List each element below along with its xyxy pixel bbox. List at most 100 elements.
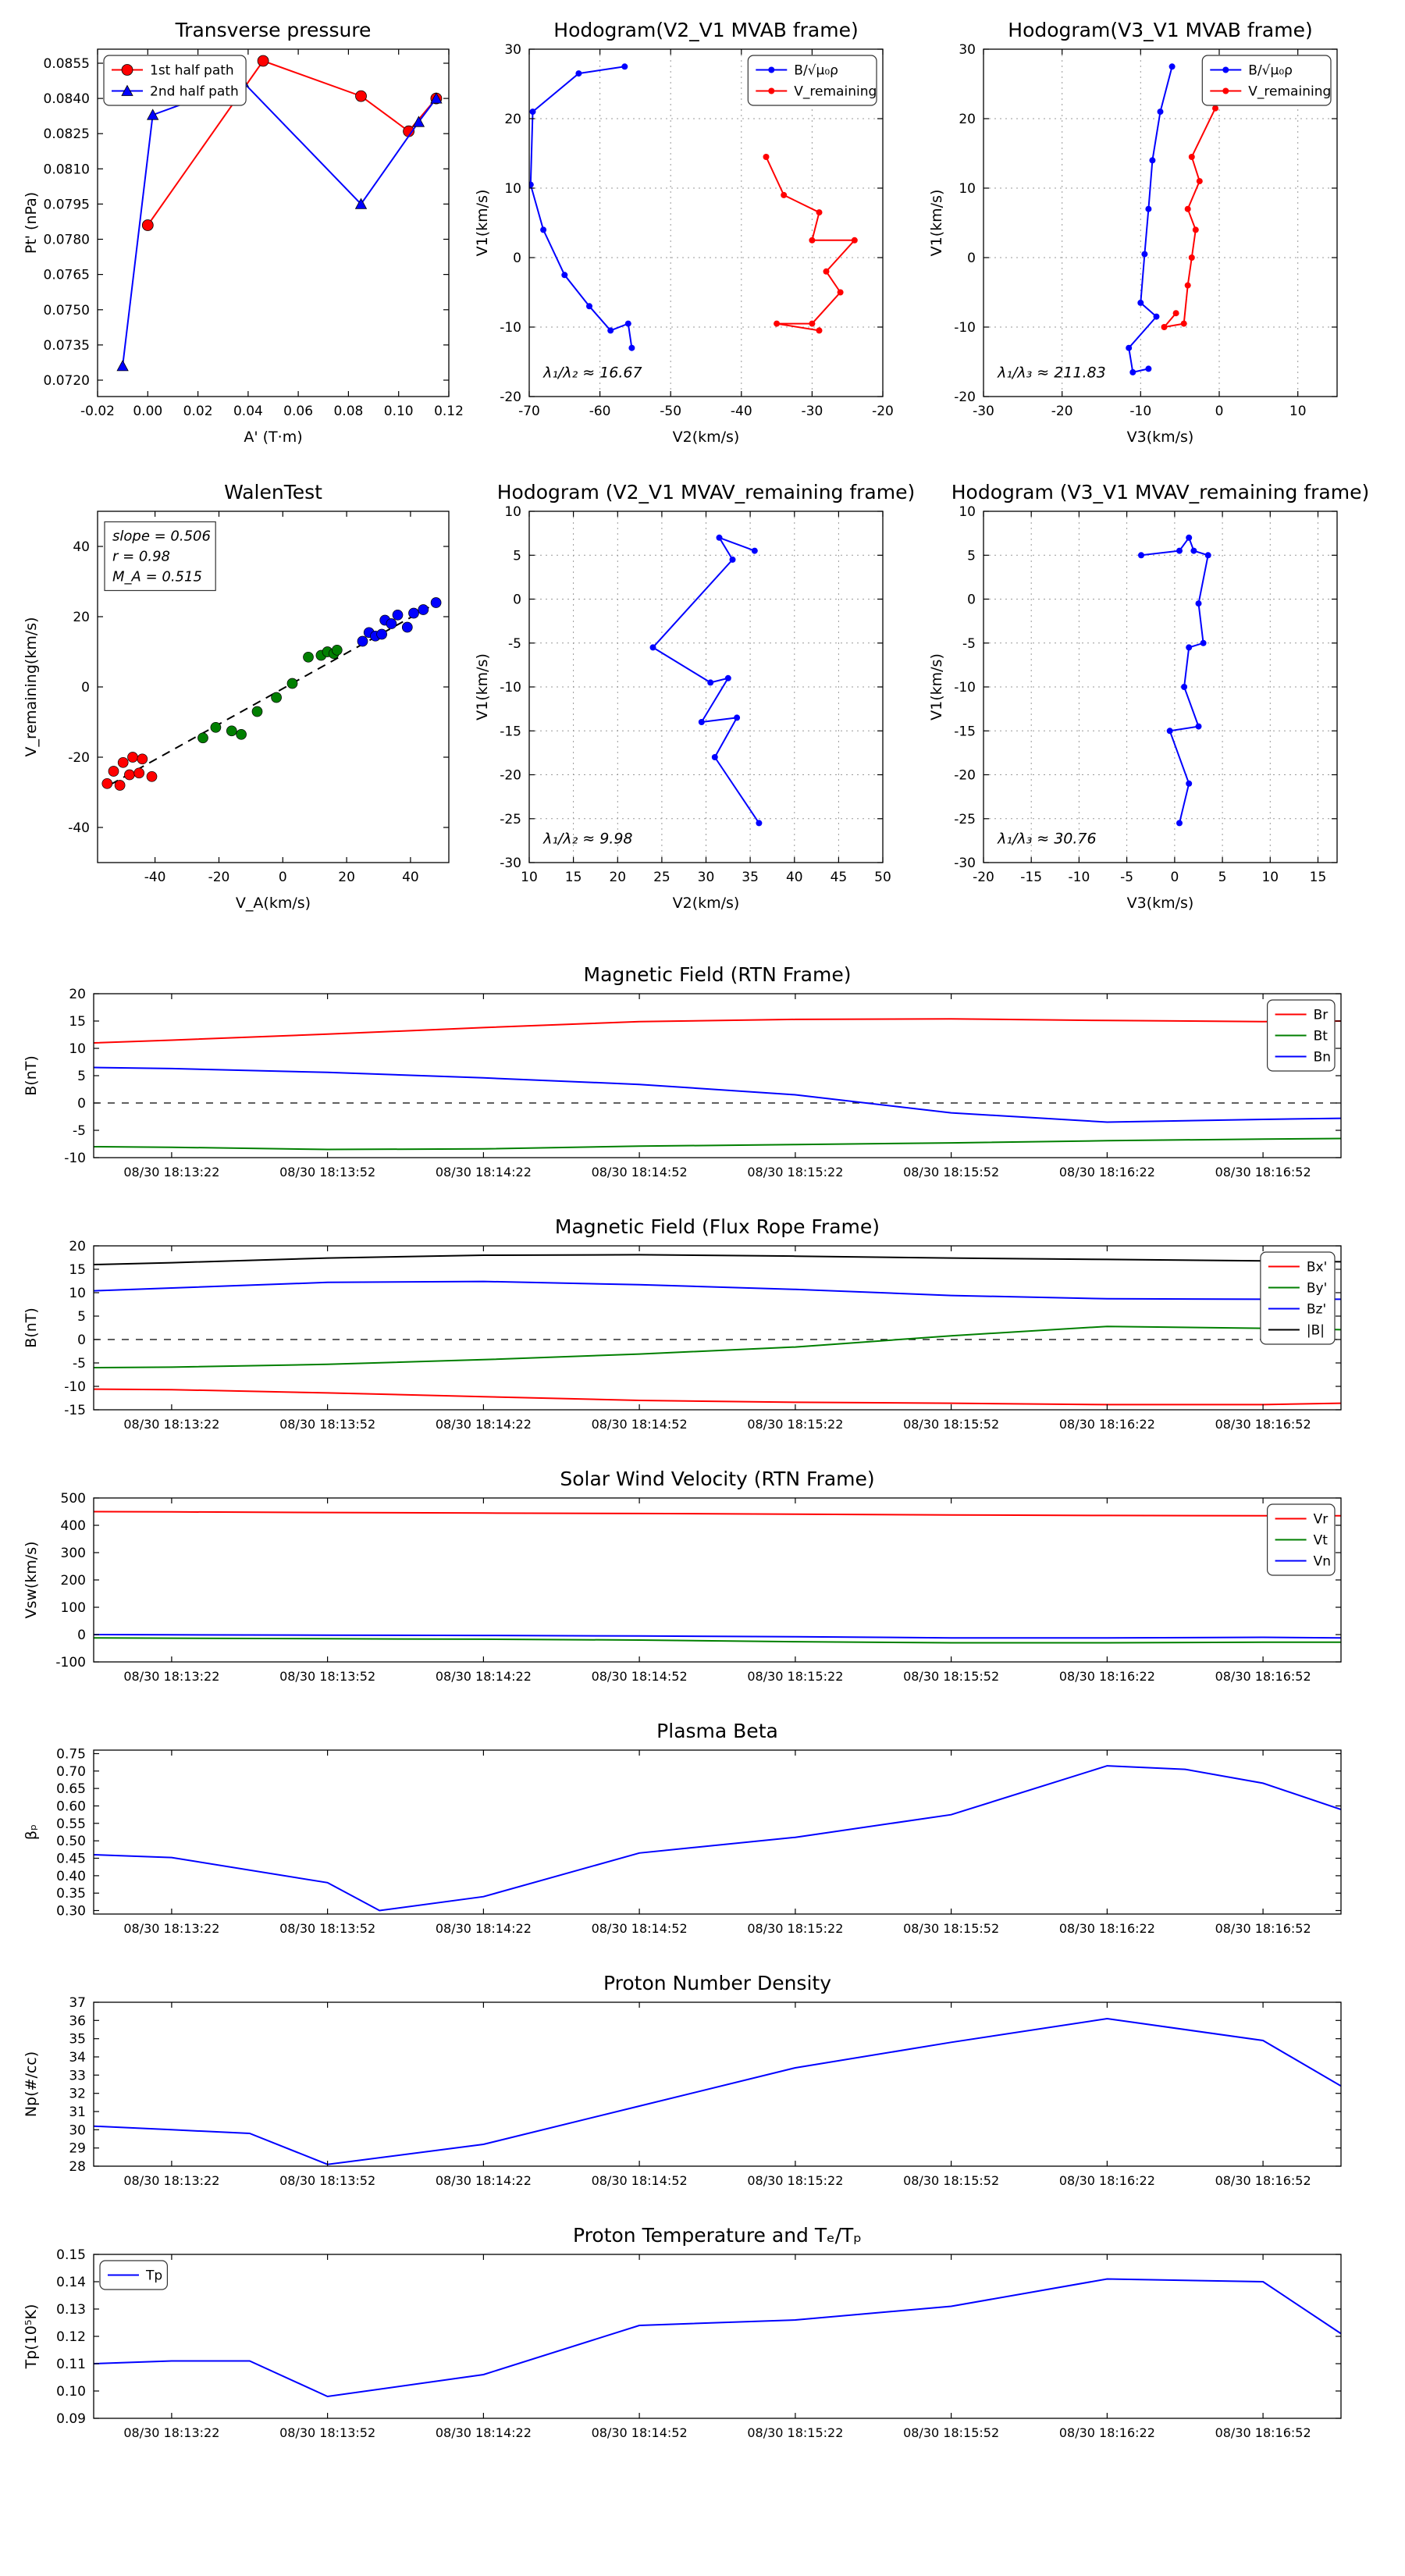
- svg-text:36: 36: [69, 2013, 86, 2029]
- svg-text:08/30 18:16:22: 08/30 18:16:22: [1059, 2173, 1155, 2188]
- svg-text:2nd half path: 2nd half path: [150, 84, 239, 100]
- svg-text:-10: -10: [500, 320, 521, 336]
- svg-text:10: 10: [959, 504, 976, 520]
- y-axis-label: Np(#/cc): [23, 2051, 40, 2117]
- svg-text:V1(km/s): V1(km/s): [928, 653, 945, 720]
- svg-text:10: 10: [69, 1286, 86, 1301]
- svg-text:-10: -10: [500, 680, 521, 696]
- svg-text:08/30 18:14:52: 08/30 18:14:52: [592, 1417, 688, 1432]
- series-bx: [94, 1388, 1341, 1406]
- series-group: [94, 1254, 1341, 1406]
- series-group: [94, 1018, 1341, 1151]
- svg-text:-5: -5: [73, 1356, 86, 1372]
- svg-text:08/30 18:15:22: 08/30 18:15:22: [747, 2425, 843, 2440]
- x-axis-label: V_A(km/s): [236, 895, 311, 912]
- svg-text:37: 37: [69, 1995, 86, 2011]
- svg-text:Vsw(km/s): Vsw(km/s): [23, 1541, 40, 1618]
- chart-title: WalenTest: [224, 481, 322, 503]
- svg-text:08/30 18:16:22: 08/30 18:16:22: [1059, 2425, 1155, 2440]
- svg-text:B/√μ₀ρ: B/√μ₀ρ: [794, 63, 838, 79]
- stats-box: slope = 0.506 r = 0.98 M_A = 0.515: [104, 521, 216, 592]
- svg-text:0: 0: [77, 1628, 86, 1643]
- svg-text:-0.02: -0.02: [80, 404, 115, 419]
- svg-text:08/30 18:13:52: 08/30 18:13:52: [279, 1669, 375, 1684]
- x-axis-label: V3(km/s): [1127, 429, 1194, 446]
- svg-text:Tp: Tp: [145, 2268, 162, 2284]
- svg-text:0.75: 0.75: [56, 1747, 86, 1763]
- svg-text:08/30 18:14:22: 08/30 18:14:22: [436, 2425, 532, 2440]
- plot-canvas: -40 -20 0 20 40 -40 -20 0 20 40 WalenTest V_A(km/s)…: [23, 481, 450, 912]
- svg-text:08/30 18:13:22: 08/30 18:13:22: [123, 1165, 219, 1179]
- svg-text:5: 5: [1218, 870, 1227, 885]
- svg-text:-30: -30: [954, 856, 976, 871]
- svg-text:-30: -30: [802, 404, 823, 419]
- chart-title: Proton Temperature and Tₑ/Tₚ: [573, 2224, 862, 2247]
- svg-text:WalenTest: WalenTest: [224, 481, 322, 503]
- annotation: λ₁/λ₃ ≈ 211.83: [997, 365, 1106, 382]
- svg-text:0.50: 0.50: [56, 1834, 86, 1849]
- svg-text:50: 50: [874, 870, 891, 885]
- svg-text:0.00: 0.00: [133, 404, 162, 419]
- svg-text:-20: -20: [973, 870, 994, 885]
- svg-text:10: 10: [504, 504, 521, 520]
- plot-canvas: -70 -60 -50 -40 -30 -20 -20 -10 0 10 20 30 Hodogram(…: [474, 19, 894, 446]
- svg-text:-20: -20: [872, 404, 894, 419]
- svg-text:Np(#/cc): Np(#/cc): [23, 2051, 40, 2117]
- chart-title: Magnetic Field (Flux Rope Frame): [555, 1215, 880, 1238]
- svg-text:0: 0: [967, 251, 976, 266]
- series-b-hodogram: [1128, 66, 1173, 374]
- svg-text:0.0765: 0.0765: [44, 268, 90, 283]
- svg-text:0.0810: 0.0810: [44, 162, 90, 177]
- svg-text:30: 30: [504, 42, 521, 58]
- plot-canvas: 08/30 18:13:22 08/30 18:13:52 08/30 18:14:…: [23, 1215, 1342, 1432]
- legend: B/√μ₀ρ V_remaining: [1201, 55, 1332, 106]
- svg-text:βₚ: βₚ: [23, 1824, 40, 1840]
- chart-title: Solar Wind Velocity (RTN Frame): [560, 1468, 874, 1490]
- svg-text:20: 20: [504, 112, 521, 127]
- chart-title: Hodogram (V3_V1 MVAV_remaining frame): [951, 481, 1370, 503]
- svg-text:-100: -100: [55, 1655, 86, 1670]
- svg-text:40: 40: [73, 539, 90, 555]
- svg-text:25: 25: [653, 870, 670, 885]
- x-axis-label: V2(km/s): [673, 895, 740, 912]
- svg-text:Magnetic Field (RTN Frame): Magnetic Field (RTN Frame): [584, 963, 852, 986]
- series-tp: [94, 2278, 1341, 2398]
- svg-text:30: 30: [959, 42, 976, 58]
- svg-text:V_A(km/s): V_A(km/s): [236, 895, 311, 912]
- svg-text:08/30 18:16:52: 08/30 18:16:52: [1215, 1921, 1311, 1936]
- svg-text:λ₁/λ₃ ≈ 30.76: λ₁/λ₃ ≈ 30.76: [997, 830, 1097, 847]
- annotation: λ₁/λ₂ ≈ 16.67: [542, 365, 642, 382]
- svg-text:Magnetic Field (Flux Rope Fram: Magnetic Field (Flux Rope Frame): [555, 1215, 880, 1238]
- svg-text:20: 20: [609, 870, 626, 885]
- series-group: [1126, 63, 1218, 375]
- svg-text:30: 30: [698, 870, 715, 885]
- svg-text:-5: -5: [508, 636, 521, 652]
- svg-text:0.0795: 0.0795: [44, 197, 90, 212]
- svg-text:45: 45: [831, 870, 848, 885]
- series-b-hodogram: [529, 66, 633, 348]
- svg-text:31: 31: [69, 2105, 86, 2120]
- svg-text:08/30 18:15:52: 08/30 18:15:52: [903, 2425, 999, 2440]
- plot-canvas: 08/30 18:13:22 08/30 18:13:52 08/30 18:14:…: [23, 1972, 1342, 2188]
- svg-text:-40: -40: [144, 870, 166, 885]
- series-group: [101, 597, 442, 791]
- svg-text:0: 0: [81, 680, 90, 696]
- svg-text:0.0750: 0.0750: [44, 303, 90, 318]
- svg-text:V2(km/s): V2(km/s): [673, 895, 740, 912]
- svg-text:40: 40: [786, 870, 803, 885]
- svg-text:0.45: 0.45: [56, 1852, 86, 1867]
- svg-text:08/30 18:13:52: 08/30 18:13:52: [279, 1165, 375, 1179]
- svg-text:08/30 18:14:52: 08/30 18:14:52: [592, 2425, 688, 2440]
- svg-text:V_remaining(km/s): V_remaining(km/s): [23, 617, 40, 756]
- svg-text:0.65: 0.65: [56, 1781, 86, 1797]
- svg-text:08/30 18:15:52: 08/30 18:15:52: [903, 1669, 999, 1684]
- svg-text:08/30 18:13:22: 08/30 18:13:22: [123, 2173, 219, 2188]
- svg-text:0.0840: 0.0840: [44, 91, 90, 107]
- series-br: [94, 1018, 1341, 1044]
- svg-text:0.0825: 0.0825: [44, 126, 90, 142]
- chart-title: Hodogram(V2_V1 MVAB frame): [553, 19, 858, 41]
- svg-text:400: 400: [61, 1518, 86, 1534]
- svg-text:-40: -40: [731, 404, 752, 419]
- svg-text:Hodogram (V3_V1 MVAV_remaining: Hodogram (V3_V1 MVAV_remaining frame): [951, 481, 1370, 503]
- svg-text:-15: -15: [954, 724, 976, 739]
